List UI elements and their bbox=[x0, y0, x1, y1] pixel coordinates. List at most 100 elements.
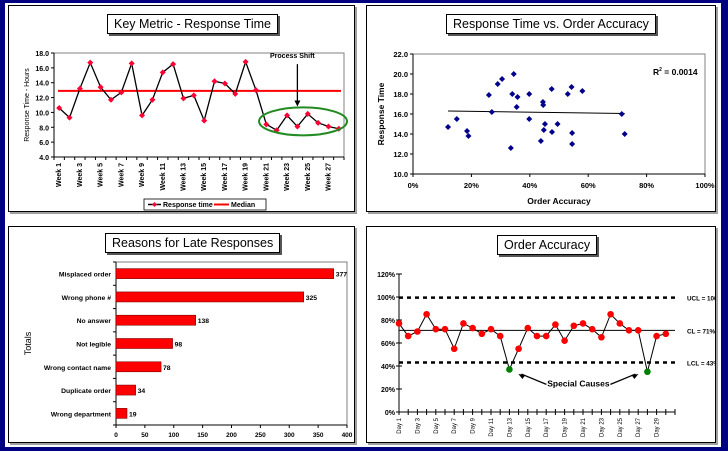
ucl-label: UCL = 100% bbox=[687, 296, 715, 303]
order-accuracy-point bbox=[570, 322, 578, 330]
x-tick-label: Day 25 bbox=[618, 417, 624, 437]
response-time-point bbox=[97, 84, 104, 91]
order-accuracy-point bbox=[441, 325, 449, 333]
late-reasons-chart: 0 50 100 150 200 250 300 350 400 Misplaced order 3… bbox=[23, 261, 353, 439]
scatter-chart: 10.0 12.0 14.0 16.0 18.0 20.0 22.0 0% 20% 40% 60% 8… bbox=[376, 50, 715, 206]
x-tick-label: 20% bbox=[464, 181, 479, 190]
scatter-point bbox=[445, 124, 452, 130]
order-accuracy-point bbox=[607, 310, 614, 318]
x-tick-label: Week 11 bbox=[160, 163, 167, 191]
y-tick-label: 14.0 bbox=[35, 81, 49, 88]
x-tick-label: Week 23 bbox=[284, 163, 291, 191]
category-label: Misplaced order bbox=[59, 272, 111, 279]
x-tick-label: Day 21 bbox=[581, 417, 587, 437]
response-time-point bbox=[201, 117, 208, 124]
order-accuracy-point bbox=[634, 327, 642, 334]
response-time-point bbox=[87, 59, 94, 66]
response-time-point bbox=[190, 92, 197, 99]
scatter-point bbox=[514, 94, 521, 100]
x-tick-label: 300 bbox=[284, 432, 295, 439]
y-tick-label: 100% bbox=[377, 295, 396, 302]
x-tick-label: 0% bbox=[408, 181, 419, 190]
x-tick-label: Week 13 bbox=[180, 163, 187, 191]
y-axis-label: Response Time - Hours bbox=[24, 68, 31, 142]
y-tick-label: 16.0 bbox=[35, 66, 49, 73]
y-tick-label: 10.0 bbox=[35, 110, 49, 117]
order-accuracy-point bbox=[653, 332, 660, 340]
response-time-point bbox=[107, 96, 114, 103]
order-accuracy-point bbox=[561, 337, 568, 344]
x-tick-label: Day 15 bbox=[526, 417, 532, 437]
order-accuracy-point bbox=[542, 332, 550, 340]
x-tick-label: Day 7 bbox=[452, 417, 458, 433]
order-accuracy-point bbox=[533, 332, 541, 340]
order-accuracy-point bbox=[487, 325, 495, 333]
order-accuracy-title: Order Accuracy bbox=[497, 235, 598, 255]
order-accuracy-point bbox=[469, 324, 476, 332]
y-tick-label: 4.0 bbox=[39, 155, 49, 162]
r-squared-label: R2 = 0.0014 bbox=[653, 67, 698, 77]
scatter-point bbox=[569, 141, 576, 147]
response-time-point bbox=[149, 96, 156, 103]
dashboard-canvas: 4.0 6.0 8.0 10.0 12.0 14.0 16.0 18.0 Week 1 Week … bbox=[5, 3, 721, 447]
x-tick-label: 80% bbox=[639, 181, 654, 190]
scatter-point bbox=[464, 128, 471, 134]
scatter-point bbox=[494, 81, 501, 87]
response-time-point bbox=[263, 121, 270, 128]
category-label: No answer bbox=[77, 318, 112, 325]
x-tick-label: Day 19 bbox=[563, 417, 569, 437]
y-tick-label: 20.0 bbox=[393, 70, 408, 79]
process-shift-arrow-head bbox=[294, 100, 301, 107]
response-time-point bbox=[294, 123, 301, 130]
legend-box bbox=[143, 198, 267, 211]
x-tick-label: Week 17 bbox=[222, 163, 229, 191]
lcl-label: LCL = 43% bbox=[687, 361, 715, 368]
panel-order-accuracy: 0% 20% 40% 60% 80% 100% 120% Day 1 Day 3 Day 5 Day… bbox=[366, 226, 716, 443]
scatter-point bbox=[499, 76, 506, 82]
scatter-point bbox=[488, 109, 495, 115]
bar-value-label: 377 bbox=[336, 272, 348, 279]
order-accuracy-point bbox=[478, 330, 486, 338]
x-tick-label: 150 bbox=[197, 432, 208, 439]
order-accuracy-point bbox=[423, 310, 430, 318]
x-tick-label: Week 9 bbox=[139, 163, 146, 187]
y-tick-label: 18.0 bbox=[35, 51, 49, 58]
order-accuracy-point bbox=[515, 345, 522, 353]
x-tick-label: Day 13 bbox=[507, 417, 513, 437]
special-cause-point bbox=[506, 366, 513, 373]
response-time-point bbox=[128, 60, 135, 67]
response-time-point bbox=[139, 112, 146, 119]
response-time-point bbox=[159, 69, 166, 76]
x-tick-label: Day 3 bbox=[415, 417, 421, 433]
scatter-point bbox=[568, 84, 575, 90]
scatter-point bbox=[579, 88, 586, 94]
response-time-point bbox=[221, 80, 228, 87]
order-accuracy-point bbox=[460, 320, 467, 327]
scatter-point bbox=[507, 145, 514, 151]
y-tick-label: 40% bbox=[381, 364, 396, 371]
x-tick-label: 50 bbox=[141, 432, 149, 439]
y-axis-label: Response Time bbox=[376, 82, 386, 145]
cl-label: CL = 71% bbox=[687, 328, 715, 335]
x-tick-label: 400 bbox=[342, 432, 353, 439]
scatter-point bbox=[564, 91, 571, 97]
y-tick-label: 16.0 bbox=[393, 110, 408, 119]
bar bbox=[115, 384, 136, 396]
trendline bbox=[448, 110, 625, 114]
order-accuracy-point bbox=[662, 330, 670, 338]
x-tick-label: Week 1 bbox=[56, 163, 63, 187]
process-shift-label: Process Shift bbox=[270, 53, 315, 60]
x-tick-label: 60% bbox=[581, 181, 596, 190]
order-accuracy-point bbox=[552, 321, 559, 328]
scatter-point bbox=[453, 116, 460, 122]
bar bbox=[115, 408, 128, 419]
response-time-line bbox=[58, 59, 339, 132]
x-tick-label: 200 bbox=[226, 432, 237, 439]
order-accuracy-point bbox=[524, 324, 532, 332]
x-tick-label: 40% bbox=[522, 181, 537, 190]
order-accuracy-point bbox=[432, 325, 440, 333]
category-label: Not legible bbox=[76, 342, 111, 349]
response-time-point bbox=[56, 104, 63, 111]
x-tick-label: Week 3 bbox=[77, 163, 84, 187]
response-time-point bbox=[325, 123, 332, 130]
